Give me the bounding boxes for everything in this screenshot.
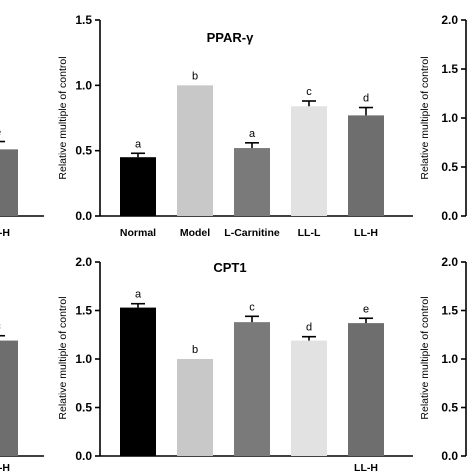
x-tick-label: LL-H xyxy=(0,462,10,474)
bar xyxy=(177,85,213,216)
x-tick-label: Model xyxy=(180,227,210,239)
y-axis-label: Relative multiple of control xyxy=(419,56,431,179)
significance-letter: c xyxy=(249,301,255,313)
bar xyxy=(291,340,327,456)
y-tick-label: 1.5 xyxy=(75,304,92,318)
chart-title: PPAR-γ xyxy=(207,30,254,45)
bar xyxy=(348,323,384,456)
significance-letter: a xyxy=(135,138,142,150)
significance-letter: b xyxy=(192,70,198,82)
x-tick-label: LL-H xyxy=(354,227,378,239)
y-axis-label: Relative multiple of control xyxy=(57,296,69,419)
y-tick-label: 0.5 xyxy=(75,401,92,415)
y-tick-label: 2.0 xyxy=(75,255,92,269)
y-axis-label: Relative multiple of control xyxy=(57,56,69,179)
y-tick-label: 1.0 xyxy=(75,78,92,92)
x-tick-label: LL-H xyxy=(0,227,10,239)
y-tick-label: 1.0 xyxy=(75,352,92,366)
bar xyxy=(120,157,156,216)
x-tick-label: LL-H xyxy=(354,462,378,474)
y-tick-label: 0.5 xyxy=(441,160,458,174)
bar xyxy=(120,307,156,456)
y-tick-label: 0.0 xyxy=(441,209,458,223)
bar xyxy=(234,148,270,216)
bar xyxy=(0,340,18,456)
y-tick-label: 1.0 xyxy=(441,352,458,366)
significance-letter: b xyxy=(192,344,198,356)
significance-letter: c xyxy=(0,321,1,333)
bar xyxy=(177,359,213,456)
y-tick-label: 0.5 xyxy=(75,144,92,158)
y-axis-label: Relative multiple of control xyxy=(419,296,431,419)
bar xyxy=(0,149,18,216)
y-tick-label: 0.0 xyxy=(441,449,458,463)
y-tick-label: 1.5 xyxy=(441,304,458,318)
y-tick-label: 0.5 xyxy=(441,401,458,415)
chart-title: CPT1 xyxy=(213,260,246,275)
y-tick-label: 2.0 xyxy=(441,255,458,269)
significance-letter: e xyxy=(363,303,369,315)
bar xyxy=(348,115,384,216)
significance-letter: d xyxy=(363,93,369,105)
y-tick-label: 1.0 xyxy=(441,111,458,125)
y-tick-label: 0.0 xyxy=(75,449,92,463)
bar xyxy=(234,322,270,456)
y-tick-label: 1.5 xyxy=(75,13,92,27)
bar xyxy=(291,106,327,216)
significance-letter: a xyxy=(135,289,142,301)
x-tick-label: LL-L xyxy=(298,227,321,239)
significance-letter: e xyxy=(0,127,1,139)
x-tick-label: Normal xyxy=(120,227,156,239)
y-tick-label: 1.5 xyxy=(441,62,458,76)
significance-letter: d xyxy=(306,322,312,334)
x-tick-label: L-Carnitine xyxy=(224,227,280,239)
significance-letter: c xyxy=(306,86,312,98)
significance-letter: a xyxy=(249,128,256,140)
y-tick-label: 2.0 xyxy=(441,13,458,27)
y-tick-label: 0.0 xyxy=(75,209,92,223)
